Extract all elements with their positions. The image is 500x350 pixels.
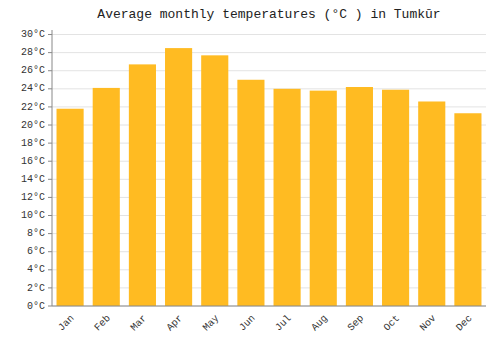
grid bbox=[52, 35, 486, 306]
x-tick-label: Oct bbox=[382, 313, 403, 334]
y-tick-label: 26°C bbox=[21, 65, 45, 76]
x-axis-line bbox=[52, 306, 486, 307]
y-tick bbox=[48, 161, 52, 162]
y-tick bbox=[48, 88, 52, 89]
x-tick-label: Jan bbox=[56, 313, 77, 334]
y-tick-label: 8°C bbox=[27, 228, 45, 239]
y-tick bbox=[48, 233, 52, 234]
grid-line bbox=[52, 52, 486, 53]
y-tick bbox=[48, 215, 52, 216]
x-tick-label: Nov bbox=[418, 313, 439, 334]
title: Average monthly temperatures (°C ) in Tu… bbox=[97, 7, 440, 22]
y-tick bbox=[48, 70, 52, 71]
y-tick-label: 0°C bbox=[27, 301, 45, 312]
grid-line bbox=[52, 34, 486, 35]
y-tick bbox=[48, 269, 52, 270]
y-tick bbox=[48, 125, 52, 126]
y-tick-label: 16°C bbox=[21, 156, 45, 167]
bar bbox=[310, 91, 337, 306]
bars bbox=[57, 48, 482, 306]
x-tick-label: Mar bbox=[129, 313, 150, 334]
bar bbox=[237, 80, 264, 306]
x-tick-label: Dec bbox=[454, 313, 475, 334]
chart: 0°C 2°C 4°C 6°C 8°C 10°C 12°C 14°C 16°C 18°C 20°C 2… bbox=[0, 0, 500, 350]
bar bbox=[382, 90, 409, 306]
bar bbox=[165, 48, 192, 306]
grid-line bbox=[52, 70, 486, 71]
bar bbox=[129, 64, 156, 306]
y-tick bbox=[48, 251, 52, 252]
bar bbox=[57, 109, 84, 306]
y-tick bbox=[48, 106, 52, 107]
x-axis: Jan Feb Mar Apr May Jun Jul Aug Sep Oct Nov Dec bbox=[56, 313, 474, 334]
bar bbox=[201, 55, 228, 306]
y-tick bbox=[48, 52, 52, 53]
y-tick bbox=[48, 306, 52, 307]
y-tick-label: 4°C bbox=[27, 264, 45, 275]
y-tick bbox=[48, 34, 52, 35]
y-tick-label: 20°C bbox=[21, 120, 45, 131]
y-tick-label: 18°C bbox=[21, 138, 45, 149]
x-tick-label: Jun bbox=[237, 313, 258, 334]
y-tick bbox=[48, 197, 52, 198]
bar bbox=[93, 88, 120, 306]
x-tick-label: Sep bbox=[346, 313, 367, 334]
y-axis: 0°C 2°C 4°C 6°C 8°C 10°C 12°C 14°C 16°C 18°C 20°C 2… bbox=[21, 29, 52, 311]
page: {"chart_data": {"type": "bar", "title": … bbox=[0, 0, 500, 350]
y-tick-label: 28°C bbox=[21, 47, 45, 58]
x-tick-label: Apr bbox=[165, 313, 186, 334]
x-tick-label: Aug bbox=[309, 313, 330, 334]
x-tick-label: Jul bbox=[273, 313, 294, 334]
x-tick-label: Feb bbox=[92, 313, 113, 334]
grid-line bbox=[52, 306, 486, 307]
y-tick-label: 10°C bbox=[21, 210, 45, 221]
bar bbox=[274, 89, 301, 306]
y-tick-label: 22°C bbox=[21, 102, 45, 113]
y-axis-line bbox=[52, 30, 53, 306]
y-tick-label: 12°C bbox=[21, 192, 45, 203]
y-tick bbox=[48, 179, 52, 180]
bar bbox=[454, 113, 481, 306]
y-tick-label: 24°C bbox=[21, 83, 45, 94]
y-tick-label: 14°C bbox=[21, 174, 45, 185]
bar bbox=[418, 101, 445, 306]
x-tick-label: May bbox=[201, 313, 222, 334]
y-tick-label: 2°C bbox=[27, 283, 45, 294]
y-tick-label: 30°C bbox=[21, 29, 45, 40]
y-tick bbox=[48, 143, 52, 144]
y-tick-label: 6°C bbox=[27, 246, 45, 257]
y-tick bbox=[48, 287, 52, 288]
bar bbox=[346, 87, 373, 306]
